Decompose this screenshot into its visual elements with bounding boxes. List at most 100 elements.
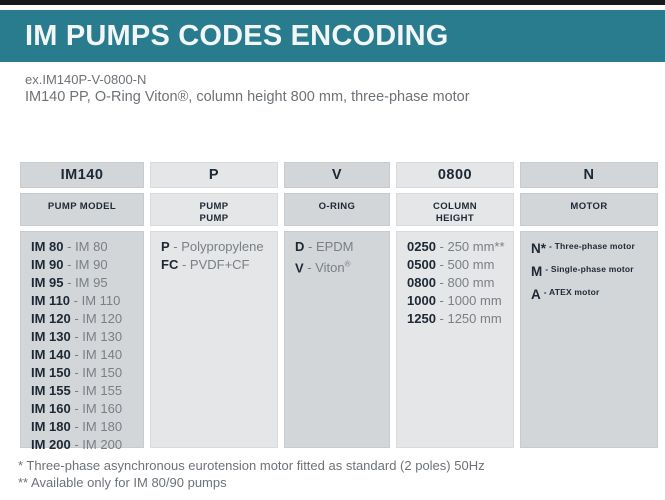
entry-code: IM 180 xyxy=(31,419,71,434)
entry-description: - Polypropylene xyxy=(169,239,264,254)
entry-code: 1250 xyxy=(407,311,436,326)
entry-description: - IM 160 xyxy=(70,401,123,416)
entry-code: 1000 xyxy=(407,293,436,308)
entry-description: - IM 110 xyxy=(70,293,121,308)
entry-description: - 1000 mm xyxy=(435,293,502,308)
table-entry: D - EPDM xyxy=(295,238,383,256)
entry-code: IM 120 xyxy=(31,311,71,326)
column-entries: 0250 - 250 mm** 0500 - 500 mm 0800 - 800 m… xyxy=(396,231,514,448)
entry-code: IM 160 xyxy=(31,401,71,416)
table-entry: A- ATEX motor xyxy=(531,284,651,307)
column-code-header: IM140 xyxy=(20,162,144,188)
title-band: IM PUMPS CODES ENCODING xyxy=(0,10,665,62)
entry-code: IM 130 xyxy=(31,329,71,344)
table-entry: 0500 - 500 mm xyxy=(407,256,507,274)
table-entry: IM 120 - IM 120 xyxy=(31,310,137,328)
table-entry: 0250 - 250 mm** xyxy=(407,238,507,256)
entry-code: FC xyxy=(161,257,179,272)
entry-description: - IM 150 xyxy=(70,365,123,380)
entry-description: - IM 180 xyxy=(70,419,123,434)
entry-description: - IM 80 xyxy=(63,239,108,254)
footnotes: * Three-phase asynchronous eurotension m… xyxy=(18,457,665,491)
table-entry: IM 140 - IM 140 xyxy=(31,346,137,364)
column-entries: IM 80 - IM 80 IM 90 - IM 90 IM 95 - IM 95 I… xyxy=(20,231,144,452)
table-entry: IM 180 - IM 180 xyxy=(31,418,137,436)
entry-description: - 1250 mm xyxy=(435,311,502,326)
column-code-header: N xyxy=(520,162,658,188)
top-accent-bar xyxy=(0,0,665,5)
column-code-header: 0800 xyxy=(396,162,514,188)
table-entry: 0800 - 800 mm xyxy=(407,274,507,292)
entry-code: IM 110 xyxy=(31,293,71,308)
entry-code: N* xyxy=(531,241,547,256)
entry-code: P xyxy=(161,239,170,254)
entry-description: - 250 mm** xyxy=(435,239,505,254)
entry-description: - ATEX motor xyxy=(543,287,600,297)
column-label-line: PUMP xyxy=(199,212,229,224)
entry-code: IM 200 xyxy=(31,437,71,452)
column-label-line: MOTOR xyxy=(570,201,608,212)
entry-description: - IM 140 xyxy=(70,347,123,362)
column-label-header: COLUMN HEIGHT xyxy=(396,193,514,226)
entry-code: M xyxy=(531,264,543,279)
table-entry: IM 160 - IM 160 xyxy=(31,400,137,418)
entry-description: - IM 130 xyxy=(70,329,123,344)
table-entry: IM 80 - IM 80 xyxy=(31,238,137,256)
entry-code: IM 155 xyxy=(31,383,71,398)
column-code-header: V xyxy=(284,162,390,188)
table-entry: IM 110 - IM 110 xyxy=(31,292,137,310)
column-label-header: PUMP MODEL xyxy=(20,193,144,226)
entry-code: 0250 xyxy=(407,239,436,254)
table-entry: N* - Three-phase motor xyxy=(531,238,651,261)
entry-code: A xyxy=(531,287,541,302)
column-label-line: PUMP xyxy=(199,201,229,212)
example-description: IM140 PP, O-Ring Viton®, column height 8… xyxy=(25,89,470,105)
table-entry: IM 200 - IM 200 xyxy=(31,436,137,454)
column-label-line: COLUMN xyxy=(432,201,478,212)
column-label-line: O-RING xyxy=(318,201,356,212)
entry-description: - 500 mm xyxy=(435,257,495,272)
entry-code: 0500 xyxy=(407,257,436,272)
codes-encoding-table: IM140 PUMP MODEL IM 80 - IM 80 IM 90 - IM 9… xyxy=(20,162,665,452)
column-entries: P - Polypropylene FC - PVDF+CF xyxy=(150,231,278,448)
entry-description: - PVDF+CF xyxy=(178,257,250,272)
entry-code: IM 150 xyxy=(31,365,71,380)
table-entry: 1250 - 1250 mm xyxy=(407,310,507,328)
entry-code: V xyxy=(295,260,304,276)
example-block: ex.IM140P-V-0800-N IM140 PP, O-Ring Vito… xyxy=(25,71,665,107)
entry-description: - Three-phase motor xyxy=(549,241,635,251)
table-entry: IM 90 - IM 90 xyxy=(31,256,137,274)
table-entry: P - Polypropylene xyxy=(161,238,271,256)
column-label-header: MOTOR xyxy=(520,193,658,226)
footnote-double-asterisk: ** Available only for IM 80/90 pumps xyxy=(18,475,227,490)
footnote-asterisk: * Three-phase asynchronous eurotension m… xyxy=(18,458,485,473)
entry-description: - Single-phase motor xyxy=(545,264,634,274)
table-entry: IM 130 - IM 130 xyxy=(31,328,137,346)
entry-description: - IM 120 xyxy=(70,311,123,326)
table-entry: FC - PVDF+CF xyxy=(161,256,271,274)
entry-description: - IM 95 xyxy=(63,275,108,290)
column-label-header: O-RING xyxy=(284,193,390,226)
entry-description: - Viton® xyxy=(303,260,351,276)
table-entry: IM 155 - IM 155 xyxy=(31,382,137,400)
entry-description: - IM 200 xyxy=(70,437,123,452)
column-label-header: PUMP PUMP xyxy=(150,193,278,226)
table-entry: M- Single-phase motor xyxy=(531,261,651,284)
entry-description: - IM 90 xyxy=(63,257,108,272)
table-entry: 1000 - 1000 mm xyxy=(407,292,507,310)
table-entry: IM 150 - IM 150 xyxy=(31,364,137,382)
column-entries: N* - Three-phase motor M - Single-phase mot… xyxy=(520,231,658,448)
column-label-line: HEIGHT xyxy=(435,212,475,224)
entry-code: IM 95 xyxy=(31,275,64,290)
entry-code: IM 80 xyxy=(31,239,64,254)
entry-code: IM 90 xyxy=(31,257,64,272)
entry-code: IM 140 xyxy=(31,347,71,362)
page-title: IM PUMPS CODES ENCODING xyxy=(25,19,449,52)
table-entry: V - Viton® xyxy=(295,256,383,277)
entry-description: - 800 mm xyxy=(435,275,495,290)
column-code-header: P xyxy=(150,162,278,188)
entry-description: - IM 155 xyxy=(70,383,123,398)
entry-code: D xyxy=(295,239,305,254)
table-entry: IM 95 - IM 95 xyxy=(31,274,137,292)
